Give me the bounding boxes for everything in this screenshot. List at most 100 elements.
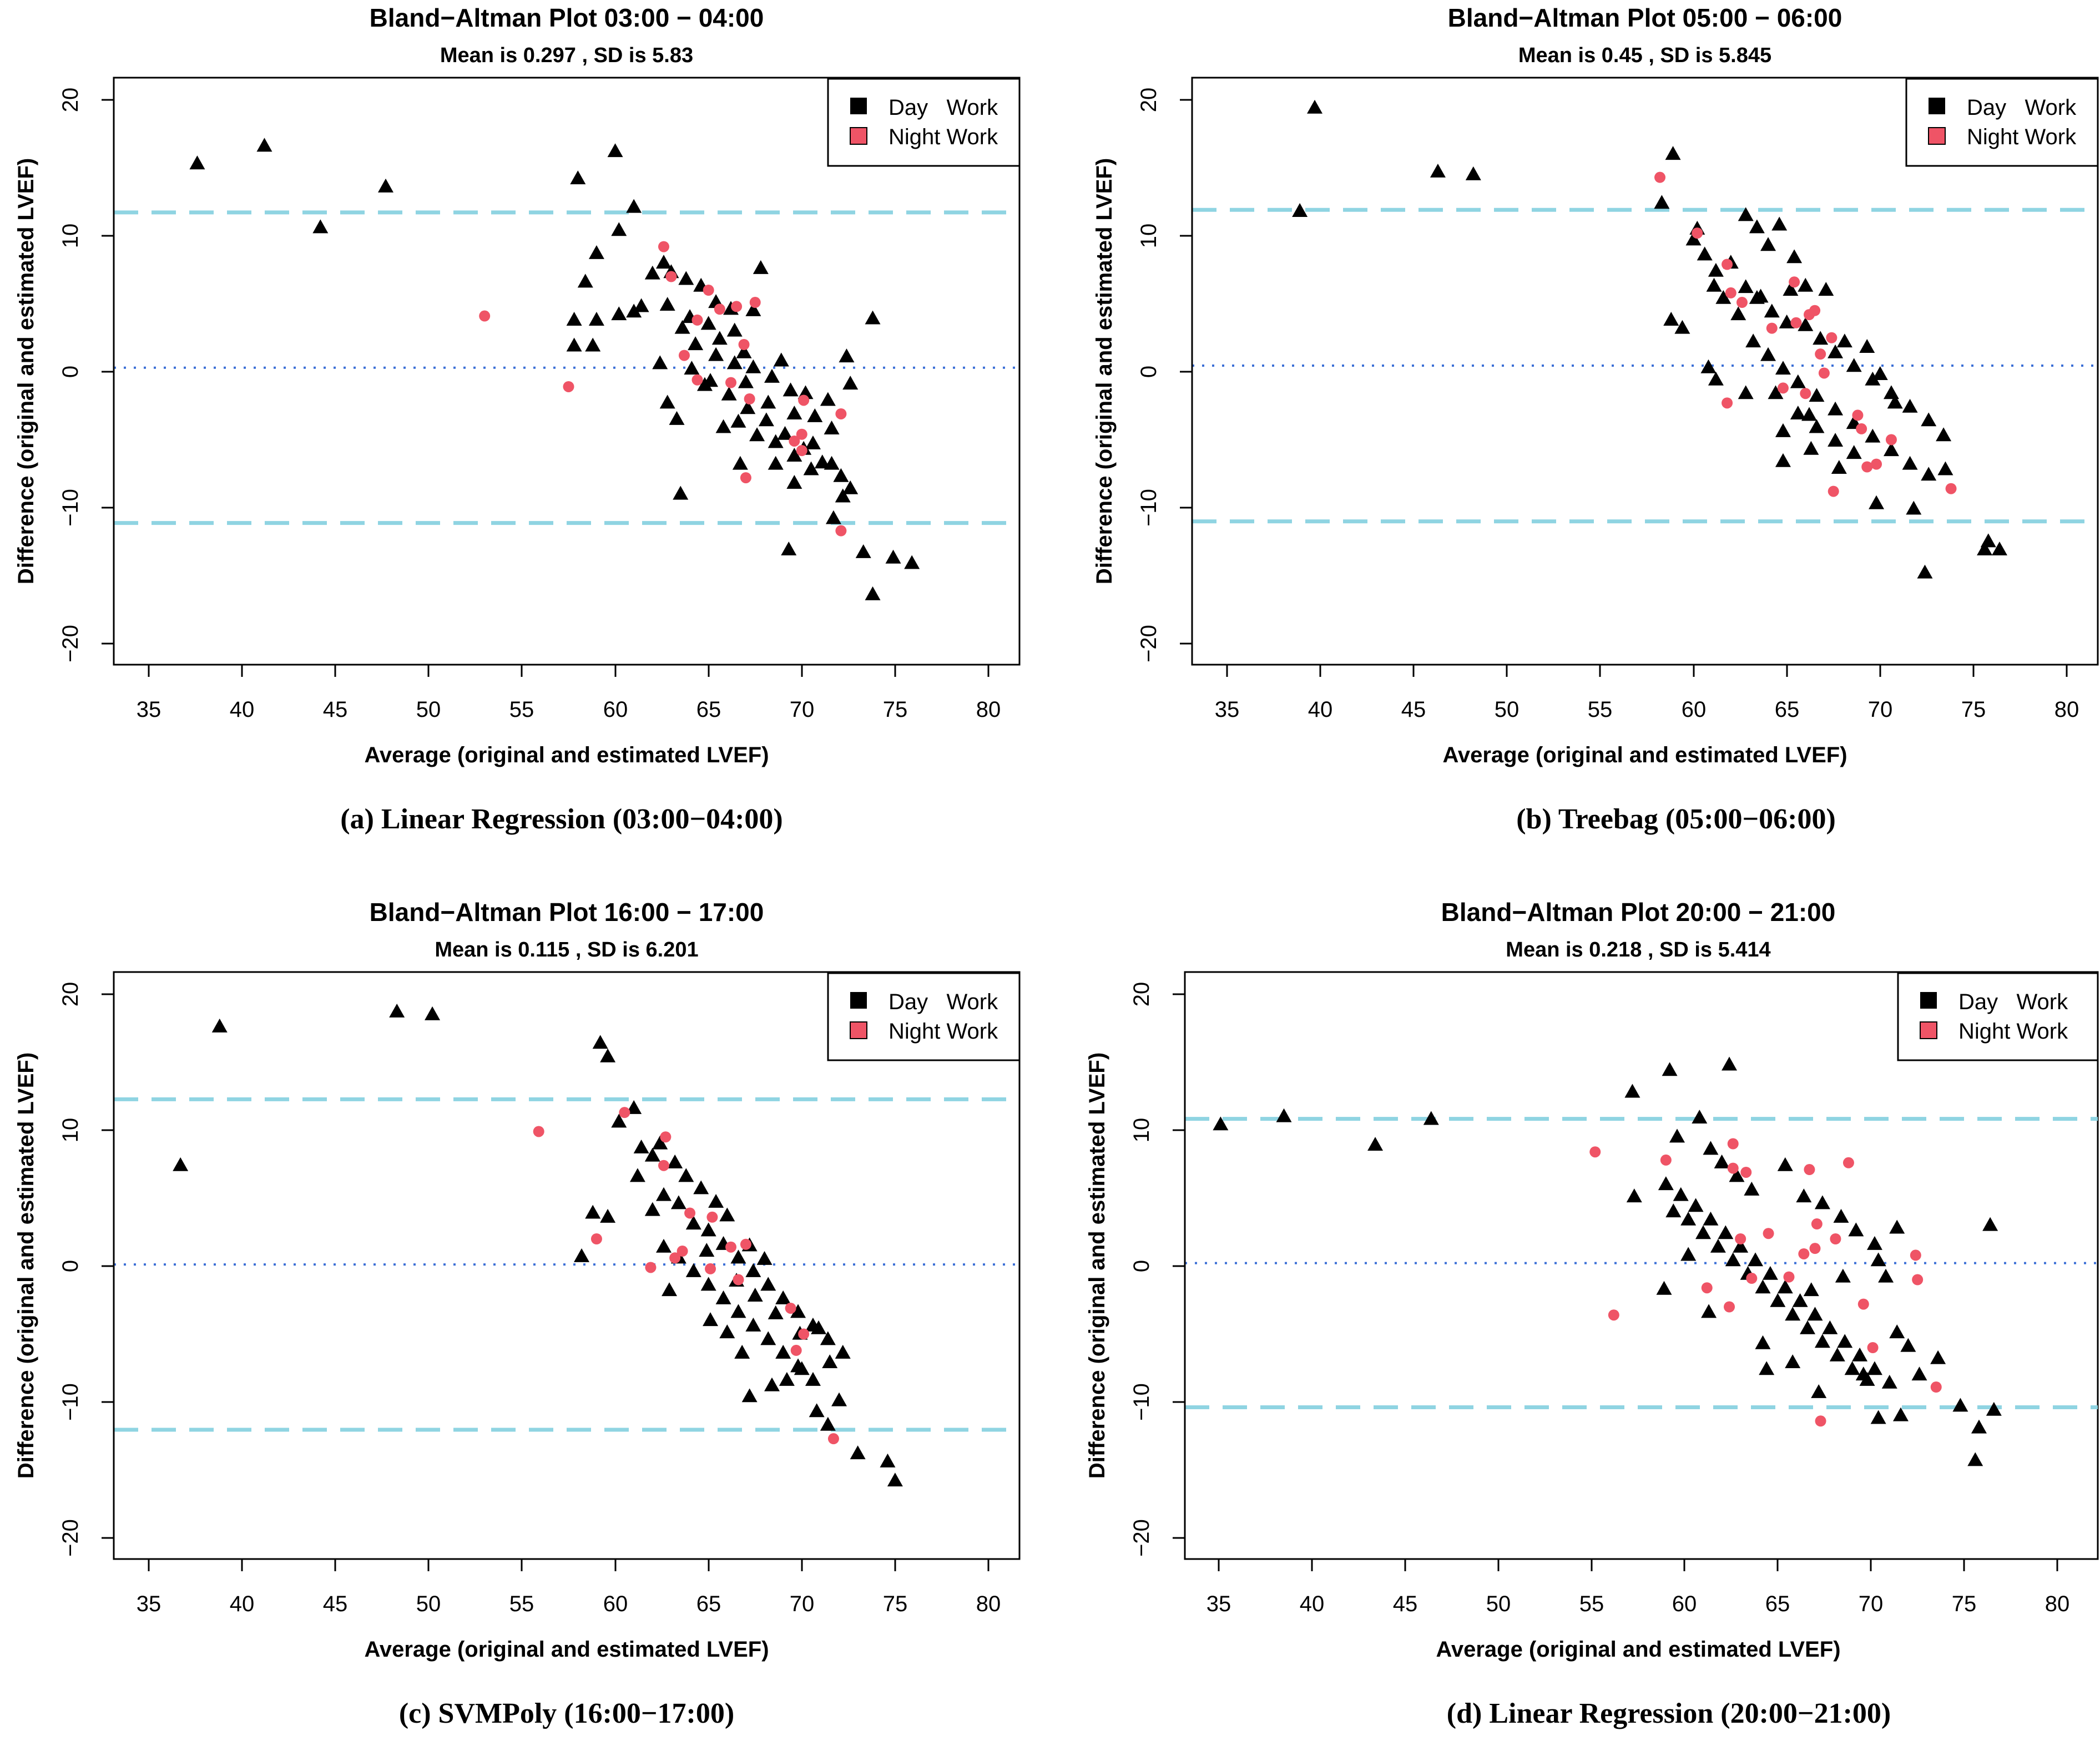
day-work-point (820, 1331, 836, 1345)
y-tick-label: 20 (58, 982, 83, 1007)
x-axis-title: Average (original and estimated LVEF) (1442, 743, 1847, 767)
day-work-point (1785, 1354, 1801, 1369)
day-work-point (378, 178, 394, 193)
night-work-point (1798, 1248, 1810, 1259)
x-tick-label: 70 (790, 1592, 815, 1616)
x-tick-label: 40 (230, 1592, 255, 1616)
day-work-point (811, 1320, 827, 1334)
night-work-point (835, 525, 847, 537)
day-work-point (588, 245, 604, 259)
day-work-point (777, 426, 793, 440)
day-work-point (662, 1282, 678, 1297)
day-work-point (592, 1035, 608, 1049)
night-work-point (1701, 1282, 1713, 1294)
day-work-point (655, 255, 672, 269)
day-work-point (1883, 442, 1899, 457)
panel-d: Bland−Altman Plot 20:00 − 21:00 Mean is … (1085, 898, 2099, 1729)
day-work-point (652, 355, 668, 370)
legend-box (1897, 972, 2099, 1061)
y-axis-title: Difference (original and estimated LVEF) (1085, 1052, 1109, 1479)
points (1292, 99, 2007, 579)
night-work-point (1815, 1415, 1826, 1427)
night-work-point (619, 1107, 630, 1119)
ref-lines (114, 210, 1019, 525)
points (1213, 1056, 2002, 1466)
x-tick-label: 65 (1765, 1592, 1790, 1616)
day-work-point (1917, 564, 1933, 579)
y-tick-label: 0 (58, 1260, 83, 1272)
day-work-point (1738, 279, 1754, 293)
night-work-point (1815, 348, 1826, 360)
night-work-point (1727, 1162, 1739, 1174)
day-work-point (1706, 277, 1722, 292)
day-work-point (758, 412, 774, 427)
night-work-point (684, 1207, 696, 1219)
day-work-point (1911, 1367, 1927, 1381)
day-work-point (1760, 237, 1776, 251)
legend-swatch-night (850, 1021, 867, 1039)
day-work-point (1865, 428, 1881, 443)
y-tick-label: −20 (1137, 625, 1161, 662)
day-work-point (1813, 331, 1829, 345)
night-work-point (796, 445, 807, 457)
day-work-point (783, 382, 799, 397)
day-work-point (1870, 1410, 1886, 1424)
day-work-point (768, 1305, 784, 1319)
day-work-point (1708, 371, 1724, 386)
night-work-point (1830, 1233, 1841, 1244)
legend: Day Work Night Work (1897, 972, 2099, 1061)
day-work-point (1669, 1128, 1685, 1143)
x-tick-label: 45 (323, 697, 348, 722)
night-work-point (1736, 297, 1748, 308)
night-work-point (590, 1233, 602, 1244)
legend-label-night: Night Work (889, 125, 998, 149)
x-tick-label: 50 (416, 1592, 441, 1616)
night-work-point (1828, 485, 1839, 497)
day-work-point (696, 377, 713, 391)
day-work-point (715, 419, 731, 433)
day-work-point (1971, 1419, 1987, 1434)
x-tick-label: 55 (509, 1592, 534, 1616)
day-work-point (574, 1248, 590, 1262)
day-work-point (753, 260, 769, 274)
day-work-point (760, 1277, 776, 1291)
day-work-point (585, 337, 601, 352)
day-work-point (1718, 1225, 1734, 1239)
day-work-point (726, 355, 743, 370)
night-work-point (1871, 458, 1882, 470)
x-tick-label: 70 (1859, 1592, 1884, 1616)
day-work-point (1692, 1110, 1708, 1124)
chart-title: Bland−Altman Plot 20:00 − 21:00 (1441, 898, 1836, 927)
day-work-point (1423, 1111, 1439, 1125)
day-work-point (1745, 333, 1761, 348)
night-work-point (1722, 259, 1733, 270)
day-work-point (1796, 1188, 1812, 1203)
x-axis-title: Average (original and estimated LVEF) (364, 743, 769, 767)
x-tick-label: 45 (1393, 1592, 1418, 1616)
y-axis-title: Difference (original and estimated LVEF) (14, 158, 38, 584)
day-work-point (1674, 320, 1690, 334)
day-work-point (1665, 1203, 1682, 1218)
day-work-point (655, 1238, 672, 1253)
x-tick-label: 50 (416, 697, 441, 722)
legend-label-night: Night Work (1958, 1019, 2068, 1044)
night-work-point (1727, 1138, 1739, 1150)
y-tick-label: −20 (1129, 1519, 1154, 1557)
day-work-point (1701, 1304, 1717, 1318)
day-work-point (644, 1147, 660, 1162)
day-work-point (626, 1100, 642, 1114)
day-work-point (1748, 1252, 1764, 1267)
day-work-point (719, 1324, 735, 1339)
day-work-point (1673, 1187, 1689, 1201)
legend: Day Work Night Work (1905, 78, 2099, 167)
day-work-point (699, 1243, 715, 1257)
day-work-point (1786, 249, 1803, 264)
day-work-point (1811, 1384, 1827, 1398)
day-work-point (1902, 398, 1918, 413)
day-work-point (1921, 467, 1937, 481)
day-work-point (745, 359, 761, 373)
day-work-point (880, 1453, 896, 1467)
points (173, 1003, 903, 1487)
day-work-point (820, 1416, 836, 1431)
day-work-point (1777, 1279, 1793, 1294)
